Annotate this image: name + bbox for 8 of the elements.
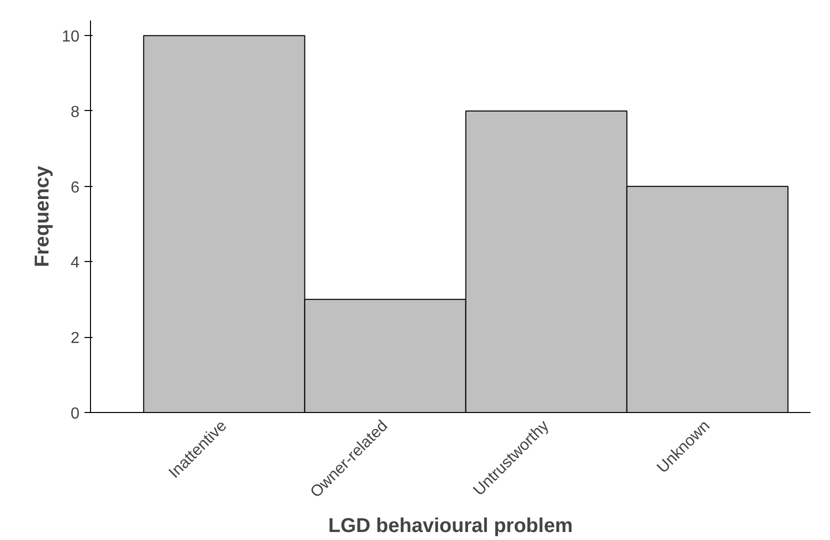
y-tick-label: 10 bbox=[62, 28, 80, 46]
y-tick-label: 6 bbox=[70, 179, 80, 196]
x-axis-title: LGD behavioural problem bbox=[328, 515, 573, 538]
y-tick-label: 0 bbox=[70, 406, 80, 422]
y-axis-title: Frequency bbox=[32, 165, 54, 268]
y-tick-label: 2 bbox=[70, 330, 80, 348]
y-tick-label: 8 bbox=[70, 104, 80, 121]
y-tick-label: 4 bbox=[70, 254, 80, 272]
